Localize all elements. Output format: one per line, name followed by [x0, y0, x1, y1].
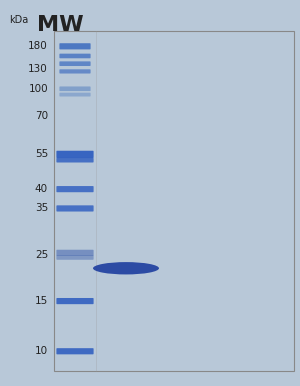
Text: 10: 10	[35, 346, 48, 356]
Text: 40: 40	[35, 184, 48, 194]
FancyBboxPatch shape	[59, 43, 91, 49]
Text: 25: 25	[35, 250, 48, 260]
FancyBboxPatch shape	[56, 158, 94, 163]
FancyBboxPatch shape	[56, 348, 94, 354]
Text: kDa: kDa	[9, 15, 28, 25]
FancyBboxPatch shape	[54, 31, 294, 371]
FancyBboxPatch shape	[56, 250, 94, 256]
FancyBboxPatch shape	[56, 298, 94, 304]
Text: 70: 70	[35, 111, 48, 121]
FancyBboxPatch shape	[56, 205, 94, 212]
Text: 180: 180	[28, 41, 48, 51]
Text: 100: 100	[28, 84, 48, 94]
FancyBboxPatch shape	[59, 86, 91, 91]
Text: 15: 15	[35, 296, 48, 306]
FancyBboxPatch shape	[59, 69, 91, 73]
FancyBboxPatch shape	[59, 61, 91, 66]
FancyBboxPatch shape	[59, 54, 91, 58]
Text: MW: MW	[37, 15, 83, 36]
FancyBboxPatch shape	[56, 151, 94, 158]
Text: 35: 35	[35, 203, 48, 213]
Text: 130: 130	[28, 64, 48, 74]
Text: 55: 55	[35, 149, 48, 159]
FancyBboxPatch shape	[56, 186, 94, 192]
Ellipse shape	[93, 262, 159, 274]
FancyBboxPatch shape	[56, 255, 94, 260]
FancyBboxPatch shape	[59, 93, 91, 96]
